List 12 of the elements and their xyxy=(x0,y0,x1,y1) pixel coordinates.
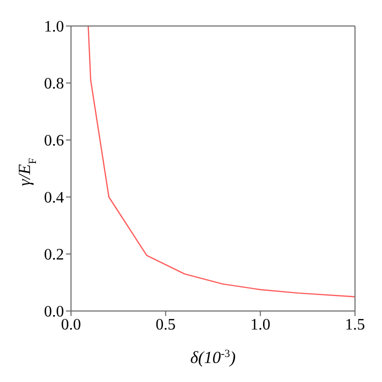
x-tick-label: 0.5 xyxy=(156,316,176,334)
y-tick-label: 0.2 xyxy=(44,246,64,264)
y-tick-label: 0.6 xyxy=(44,132,64,150)
x-tick-label: 1.5 xyxy=(345,316,365,334)
x-tick-label: 0.0 xyxy=(61,316,81,334)
y-tick-label: 1.0 xyxy=(44,18,64,36)
y-tick-label: 0.8 xyxy=(44,76,64,93)
line-series xyxy=(88,26,355,298)
y-tick-label: 0.0 xyxy=(44,304,64,321)
y-tick-label: 0.4 xyxy=(44,190,64,207)
x-axis-title: δ(10$^{-3}$) xyxy=(190,348,236,367)
x-tick-label: 1.0 xyxy=(250,316,270,334)
